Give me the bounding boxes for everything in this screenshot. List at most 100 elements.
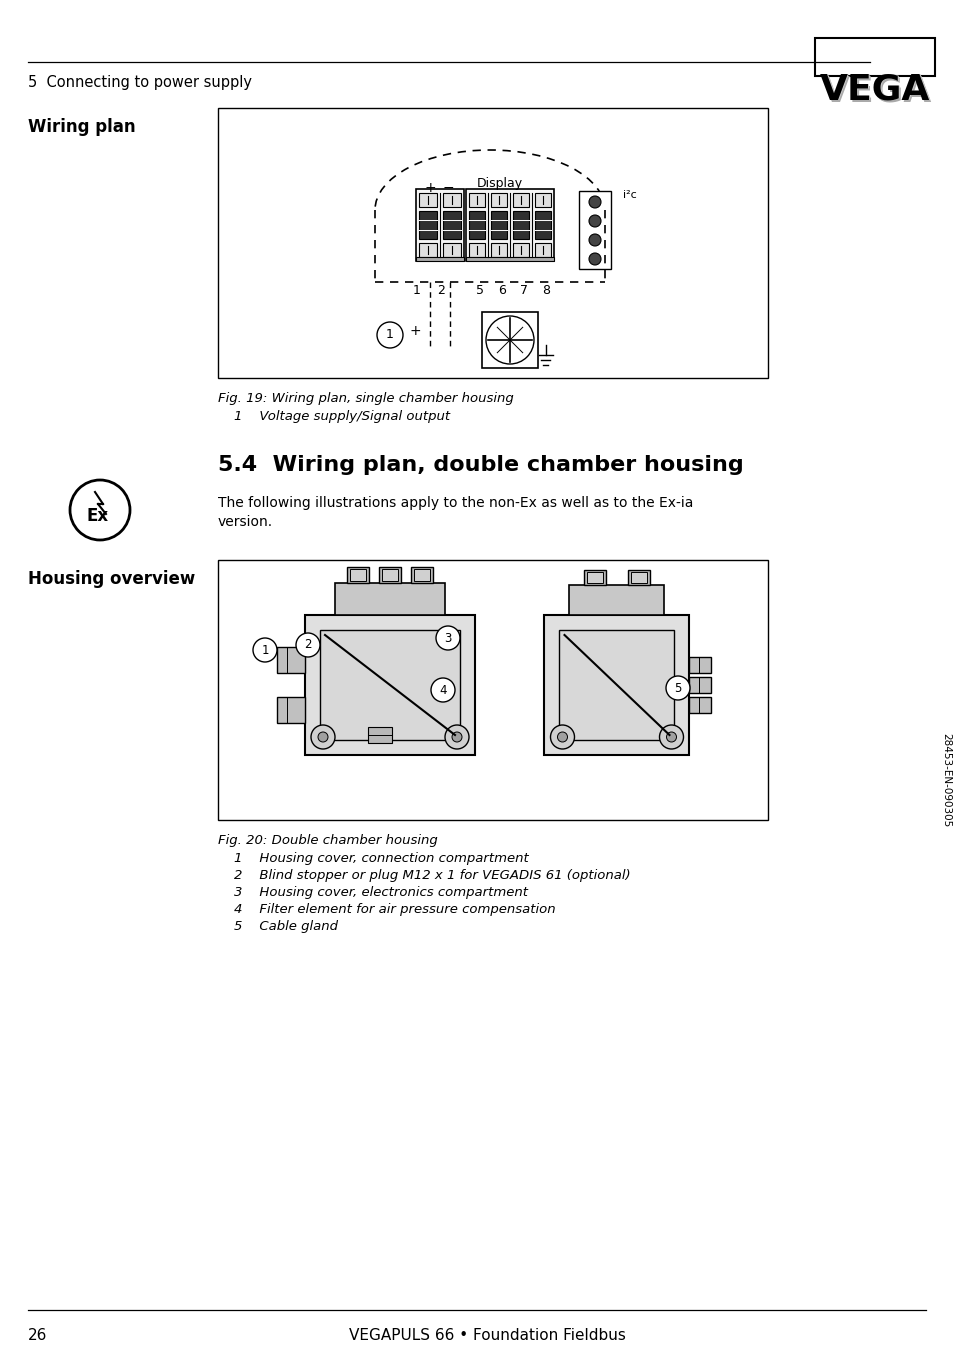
Text: 1: 1 (386, 329, 394, 341)
Circle shape (317, 733, 328, 742)
Text: The following illustrations apply to the non-Ex as well as to the Ex-ia
version.: The following illustrations apply to the… (218, 496, 693, 529)
Text: 5: 5 (674, 681, 681, 695)
Bar (814, 38, 934, 76)
Bar (465, 190, 554, 261)
Text: 1    Housing cover, connection compartment: 1 Housing cover, connection compartment (233, 852, 528, 865)
Text: Ex: Ex (87, 506, 109, 525)
Text: +: + (424, 181, 436, 195)
Text: 8: 8 (541, 284, 550, 297)
Bar (442, 211, 460, 240)
Bar (586, 571, 602, 584)
Bar (368, 727, 392, 743)
Bar (513, 211, 529, 240)
Bar (442, 242, 460, 257)
Text: VEGA: VEGA (821, 74, 931, 108)
Bar (689, 697, 711, 714)
Text: 5  Connecting to power supply: 5 Connecting to power supply (28, 74, 252, 89)
Text: Fig. 20: Double chamber housing: Fig. 20: Double chamber housing (218, 834, 437, 848)
Bar (535, 194, 551, 207)
Bar (558, 630, 674, 741)
Bar (689, 657, 711, 673)
Circle shape (444, 724, 469, 749)
Text: 5: 5 (476, 284, 483, 297)
Bar (491, 211, 506, 240)
Text: 5.4  Wiring plan, double chamber housing: 5.4 Wiring plan, double chamber housing (218, 455, 743, 475)
Bar (335, 584, 444, 615)
Circle shape (436, 626, 459, 650)
Bar (578, 191, 610, 269)
Bar (414, 569, 430, 581)
Bar (218, 561, 767, 821)
Bar (583, 570, 605, 585)
Bar (465, 257, 554, 261)
Text: 26: 26 (28, 1328, 48, 1343)
Text: +: + (410, 324, 421, 338)
Circle shape (557, 733, 567, 742)
Bar (544, 615, 689, 756)
Bar (469, 211, 484, 240)
Bar (535, 211, 551, 240)
Text: VEGAPULS 66 • Foundation Fieldbus: VEGAPULS 66 • Foundation Fieldbus (348, 1328, 625, 1343)
Text: VEGA: VEGA (820, 72, 929, 106)
Bar (350, 569, 366, 581)
Text: Housing overview: Housing overview (28, 570, 195, 588)
Circle shape (431, 678, 455, 701)
Text: 3    Housing cover, electronics compartment: 3 Housing cover, electronics compartment (233, 886, 527, 899)
Bar (418, 194, 436, 207)
Bar (491, 194, 506, 207)
Text: 4: 4 (438, 684, 446, 696)
Bar (442, 194, 460, 207)
Text: 7: 7 (519, 284, 527, 297)
Bar (416, 257, 463, 261)
Circle shape (588, 215, 600, 227)
Text: VEGA: VEGA (821, 73, 930, 107)
Bar (513, 194, 529, 207)
Circle shape (588, 234, 600, 246)
Bar (416, 190, 463, 261)
Text: 2: 2 (436, 284, 444, 297)
Bar (689, 677, 711, 693)
Bar (630, 571, 646, 584)
Text: 4    Filter element for air pressure compensation: 4 Filter element for air pressure compen… (233, 903, 555, 917)
Circle shape (311, 724, 335, 749)
Bar (347, 567, 369, 584)
Text: 2    Blind stopper or plug M12 x 1 for VEGADIS 61 (optional): 2 Blind stopper or plug M12 x 1 for VEGA… (233, 869, 630, 881)
Bar (305, 615, 475, 756)
Bar (378, 567, 400, 584)
Bar (569, 585, 664, 615)
Circle shape (665, 676, 689, 700)
Text: 1    Voltage supply/Signal output: 1 Voltage supply/Signal output (233, 410, 450, 422)
Bar (513, 242, 529, 257)
Circle shape (588, 253, 600, 265)
Circle shape (253, 638, 276, 662)
Bar (276, 647, 305, 673)
Bar (381, 569, 397, 581)
Bar (469, 194, 484, 207)
Text: 3: 3 (444, 631, 451, 645)
Text: −: − (442, 181, 454, 195)
Circle shape (659, 724, 682, 749)
Text: Fig. 19: Wiring plan, single chamber housing: Fig. 19: Wiring plan, single chamber hou… (218, 393, 514, 405)
Text: 5    Cable gland: 5 Cable gland (233, 919, 337, 933)
Circle shape (588, 196, 600, 209)
Text: Display: Display (476, 177, 522, 191)
Bar (276, 697, 305, 723)
Text: 2: 2 (304, 639, 312, 651)
Text: Wiring plan: Wiring plan (28, 118, 135, 135)
Text: 1: 1 (261, 643, 269, 657)
Circle shape (452, 733, 461, 742)
Bar (319, 630, 459, 741)
Bar (627, 570, 649, 585)
Bar (491, 242, 506, 257)
Bar (418, 242, 436, 257)
Bar (469, 242, 484, 257)
Circle shape (70, 481, 130, 540)
Bar (481, 311, 537, 368)
Bar (411, 567, 433, 584)
Circle shape (376, 322, 402, 348)
Text: i²c: i²c (622, 190, 636, 200)
Text: 6: 6 (497, 284, 505, 297)
Text: 28453-EN-090305: 28453-EN-090305 (940, 733, 950, 827)
Bar (218, 108, 767, 378)
Circle shape (295, 634, 319, 657)
